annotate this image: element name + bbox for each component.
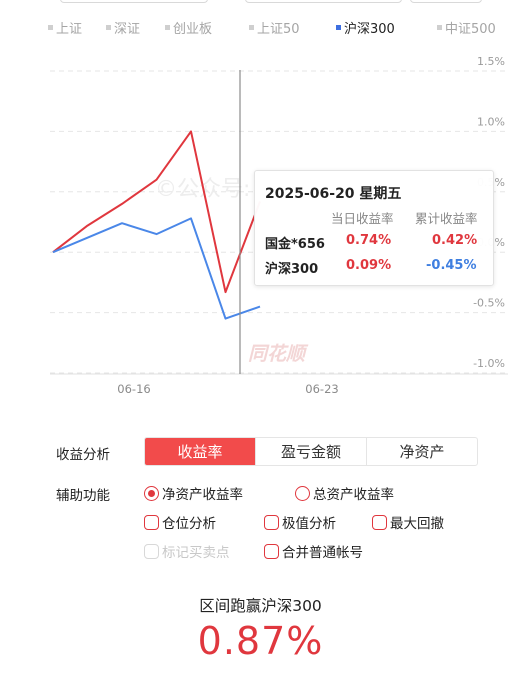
- legend-item-chuangyeban[interactable]: 创业板: [165, 18, 212, 37]
- series-line-1: [52, 217, 261, 320]
- y-tick-label: 1.5%: [477, 55, 505, 68]
- legend-label: 沪深300: [344, 22, 395, 37]
- checkbox-label: 仓位分析: [162, 516, 216, 532]
- checkbox-icon: [264, 514, 279, 530]
- legend-item-hs300[interactable]: 沪深300: [336, 18, 395, 37]
- checkbox-icon: [144, 543, 159, 559]
- legend-item-shenzheng[interactable]: 深证: [106, 18, 140, 37]
- checkbox-label: 极值分析: [282, 516, 336, 532]
- top-input-left[interactable]: [60, 0, 208, 3]
- legend-item-shangzheng[interactable]: 上证: [48, 18, 82, 37]
- radio-total-asset-return[interactable]: 总资产收益率: [295, 483, 394, 503]
- y-tick-label: -1.0%: [473, 357, 505, 370]
- radio-unchecked-icon: [295, 485, 310, 501]
- checkbox-icon: [372, 514, 387, 530]
- legend-marker-icon: [249, 25, 254, 30]
- tooltip-row-name: 沪深300: [265, 262, 319, 277]
- y-tick-label: -0.5%: [473, 297, 505, 310]
- legend-label: 上证: [56, 22, 83, 37]
- legend-label: 深证: [114, 22, 141, 37]
- legend-item-zz500[interactable]: 中证500: [437, 18, 496, 37]
- tooltip-row-daily: 0.09%: [346, 258, 392, 273]
- chart-tooltip: 2025-06-20 星期五 当日收益率 累计收益率 国金*656 0.74% …: [254, 170, 494, 286]
- tab-return-rate[interactable]: 收益率: [145, 438, 256, 465]
- outperform-value: 0.87%: [197, 619, 324, 663]
- return-chart[interactable]: 1.5%1.0%0.5%0.0%-0.5%-1.0%©公众号: 白水之下同花顺0…: [0, 48, 521, 398]
- tab-profit-amount[interactable]: 盈亏金额: [256, 438, 367, 465]
- tooltip-date: 2025-06-20 星期五: [265, 186, 402, 202]
- tooltip-header-cumulative: 累计收益率: [415, 211, 478, 226]
- radio-net-asset-return[interactable]: 净资产收益率: [144, 483, 243, 503]
- radio-checked-icon: [144, 485, 159, 501]
- top-input-middle[interactable]: [245, 0, 402, 3]
- legend-marker-icon: [106, 25, 111, 30]
- watermark-logo: 同花顺: [248, 343, 309, 365]
- legend-label: 创业板: [173, 22, 213, 37]
- legend-label: 上证50: [257, 22, 300, 37]
- checkbox-label: 最大回撤: [390, 516, 444, 532]
- index-legend: 上证 深证 创业板 上证50 沪深300 中证500: [0, 18, 521, 37]
- tooltip-row-daily: 0.74%: [346, 233, 392, 248]
- tooltip-row-cumulative: -0.45%: [426, 258, 477, 273]
- series-line-0: [52, 130, 261, 294]
- aux-label: 辅助功能: [56, 488, 110, 504]
- analysis-label: 收益分析: [56, 447, 110, 463]
- top-input-right[interactable]: [410, 0, 482, 3]
- checkbox-max-drawdown[interactable]: 最大回撤: [372, 512, 444, 532]
- x-tick-label: 06-16: [117, 382, 150, 396]
- analysis-segment: 收益率 盈亏金额 净资产: [144, 437, 478, 466]
- checkbox-icon: [264, 543, 279, 559]
- checkbox-icon: [144, 514, 159, 530]
- tab-net-assets[interactable]: 净资产: [399, 443, 445, 461]
- checkbox-label: 标记买卖点: [162, 545, 230, 561]
- tooltip-row-cumulative: 0.42%: [432, 233, 478, 248]
- radio-label: 总资产收益率: [313, 487, 394, 503]
- legend-item-sz50[interactable]: 上证50: [249, 18, 300, 37]
- tooltip-row-name: 国金*656: [265, 237, 325, 252]
- legend-marker-icon: [336, 25, 341, 30]
- checkbox-extreme-analysis[interactable]: 极值分析: [264, 512, 336, 532]
- checkbox-merge-account[interactable]: 合并普通帐号: [264, 541, 363, 561]
- legend-label: 中证500: [445, 22, 496, 37]
- checkbox-mark-trades: 标记买卖点: [144, 541, 230, 561]
- x-tick-label: 06-23: [305, 382, 338, 396]
- y-tick-label: 1.0%: [477, 115, 505, 128]
- checkbox-position-analysis[interactable]: 仓位分析: [144, 512, 216, 532]
- legend-marker-icon: [437, 25, 442, 30]
- legend-marker-icon: [165, 25, 170, 30]
- checkbox-label: 合并普通帐号: [282, 545, 363, 561]
- radio-label: 净资产收益率: [162, 487, 243, 503]
- legend-marker-icon: [48, 25, 53, 30]
- outperform-label: 区间跑赢沪深300: [199, 597, 322, 615]
- tooltip-header-daily: 当日收益率: [331, 211, 394, 226]
